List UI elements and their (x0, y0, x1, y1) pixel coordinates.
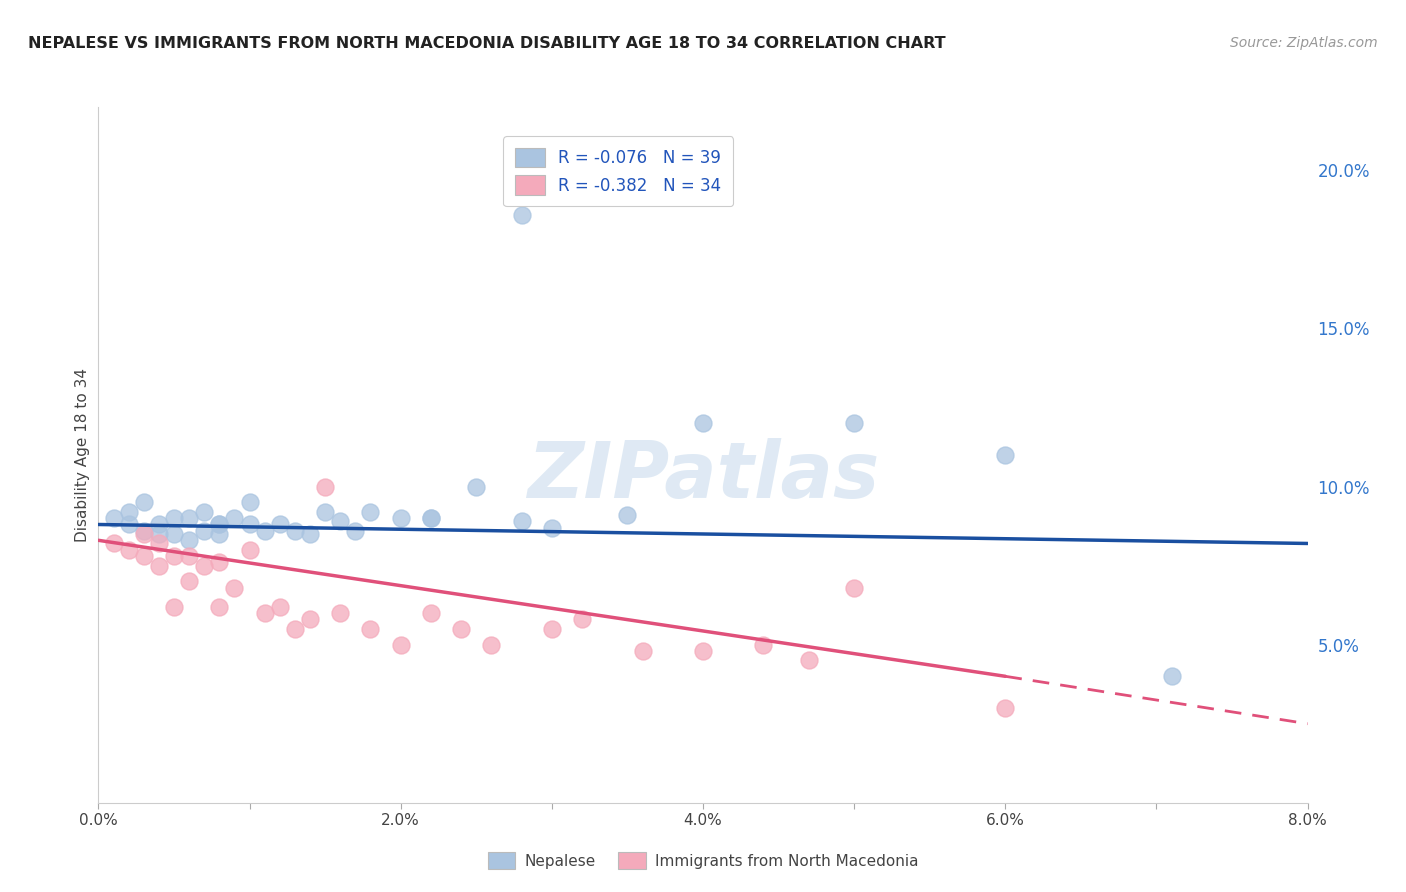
Point (148, 536, 170, 550)
Point (616, 508, 638, 522)
Point (193, 524, 215, 538)
Text: ZIPatlas: ZIPatlas (527, 438, 879, 514)
Point (314, 479, 336, 493)
Text: NEPALESE VS IMMIGRANTS FROM NORTH MACEDONIA DISABILITY AGE 18 TO 34 CORRELATION : NEPALESE VS IMMIGRANTS FROM NORTH MACEDO… (28, 36, 946, 51)
Point (118, 505, 141, 519)
Y-axis label: Disability Age 18 to 34: Disability Age 18 to 34 (75, 368, 90, 542)
Point (510, 208, 533, 222)
Point (420, 606, 443, 620)
Point (510, 514, 533, 528)
Point (1160, 669, 1182, 683)
Point (148, 527, 170, 541)
Point (253, 606, 276, 620)
Point (631, 644, 654, 658)
Point (360, 622, 382, 636)
Point (389, 511, 412, 525)
Point (299, 527, 322, 541)
Point (284, 524, 307, 538)
Point (389, 638, 412, 652)
Point (163, 527, 186, 541)
Point (148, 558, 170, 573)
Point (844, 581, 866, 595)
Point (208, 517, 231, 532)
Point (344, 524, 367, 538)
Point (844, 417, 866, 431)
Point (420, 511, 443, 525)
Point (239, 517, 262, 532)
Legend: Nepalese, Immigrants from North Macedonia: Nepalese, Immigrants from North Macedoni… (481, 846, 925, 875)
Point (752, 638, 775, 652)
Point (239, 495, 262, 509)
Point (163, 511, 186, 525)
Point (224, 511, 246, 525)
Point (148, 517, 170, 532)
Point (132, 524, 155, 538)
Point (540, 622, 562, 636)
Point (299, 612, 322, 626)
Point (692, 644, 714, 658)
Point (314, 505, 336, 519)
Point (692, 417, 714, 431)
Point (193, 558, 215, 573)
Point (994, 701, 1017, 715)
Point (420, 511, 443, 525)
Point (179, 549, 201, 563)
Point (132, 495, 155, 509)
Point (103, 536, 125, 550)
Point (269, 517, 291, 532)
Point (284, 622, 307, 636)
Point (163, 549, 186, 563)
Point (571, 612, 593, 626)
Point (253, 524, 276, 538)
Point (360, 505, 382, 519)
Point (132, 527, 155, 541)
Point (208, 599, 231, 614)
Point (465, 479, 488, 493)
Point (179, 511, 201, 525)
Point (208, 527, 231, 541)
Point (132, 549, 155, 563)
Point (994, 448, 1017, 462)
Point (329, 514, 352, 528)
Point (450, 622, 472, 636)
Point (208, 556, 231, 570)
Point (329, 606, 352, 620)
Point (797, 653, 820, 667)
Point (118, 542, 141, 557)
Point (540, 521, 562, 535)
Point (481, 638, 503, 652)
Point (269, 599, 291, 614)
Point (224, 581, 246, 595)
Point (179, 533, 201, 548)
Point (118, 517, 141, 532)
Text: Source: ZipAtlas.com: Source: ZipAtlas.com (1230, 36, 1378, 50)
Point (239, 542, 262, 557)
Point (103, 511, 125, 525)
Point (179, 574, 201, 589)
Legend: R = -0.076   N = 39, R = -0.382   N = 34: R = -0.076 N = 39, R = -0.382 N = 34 (503, 136, 734, 206)
Point (208, 517, 231, 532)
Point (163, 599, 186, 614)
Point (193, 505, 215, 519)
